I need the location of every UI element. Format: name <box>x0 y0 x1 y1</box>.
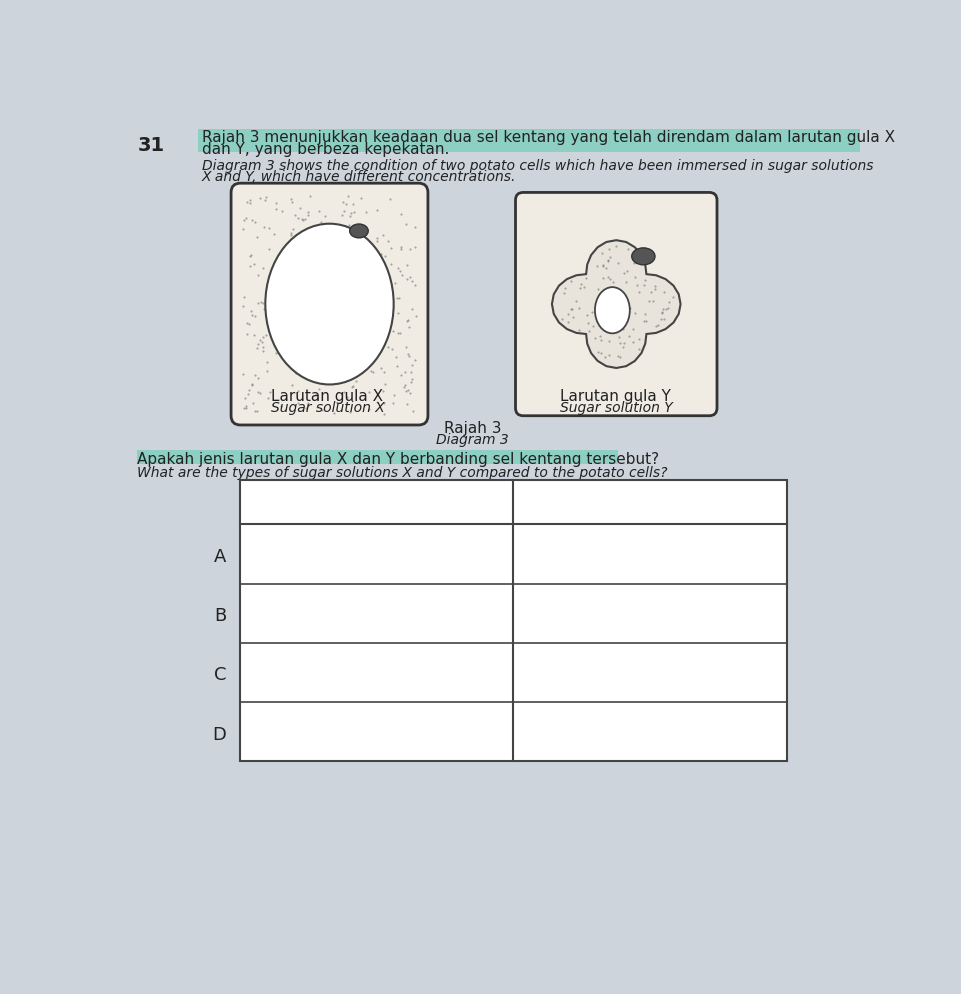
Text: 31: 31 <box>137 136 164 155</box>
Text: C: C <box>213 666 226 684</box>
Bar <box>240 480 786 761</box>
Text: Hypertonic: Hypertonic <box>336 676 416 691</box>
Polygon shape <box>552 241 679 368</box>
Text: Rajah 3 menunjukkan keadaan dua sel kentang yang telah direndam dalam larutan gu: Rajah 3 menunjukkan keadaan dua sel kent… <box>202 130 894 145</box>
Text: Hipertonik: Hipertonik <box>336 723 416 738</box>
Text: Hipotonik: Hipotonik <box>613 723 686 738</box>
Text: Hypotonic: Hypotonic <box>339 557 413 572</box>
Text: Hypotonic: Hypotonic <box>612 735 686 749</box>
Ellipse shape <box>349 224 368 238</box>
Text: Sugar solution X: Sugar solution X <box>271 402 384 415</box>
Text: Larutan gula Y: Larutan gula Y <box>586 490 712 505</box>
FancyBboxPatch shape <box>515 193 716 415</box>
Text: Larutan gula X: Larutan gula X <box>313 490 439 505</box>
Text: Hypertonic: Hypertonic <box>336 735 416 749</box>
Text: B: B <box>214 607 226 625</box>
Text: Hipertonik: Hipertonik <box>336 663 416 678</box>
Text: Apakah jenis larutan gula X dan Y berbanding sel kentang tersebut?: Apakah jenis larutan gula X dan Y berban… <box>137 452 658 467</box>
Bar <box>198 128 859 152</box>
Text: Isotonik: Isotonik <box>619 663 679 678</box>
Text: Hypotonic: Hypotonic <box>612 616 686 631</box>
Text: Sugar solution Y: Sugar solution Y <box>581 503 717 518</box>
Text: Isotonic: Isotonic <box>621 676 678 691</box>
Text: X and Y, which have different concentrations.: X and Y, which have different concentrat… <box>202 170 515 184</box>
Text: Diagram 3 shows the condition of two potato cells which have been immersed in su: Diagram 3 shows the condition of two pot… <box>202 159 873 173</box>
Text: Hipotonik: Hipotonik <box>340 545 413 560</box>
Bar <box>137 450 617 464</box>
Text: Larutan gula Y: Larutan gula Y <box>560 389 671 404</box>
Text: D: D <box>212 726 226 744</box>
Text: Hipertonik: Hipertonik <box>609 545 689 560</box>
FancyBboxPatch shape <box>231 183 428 425</box>
Ellipse shape <box>265 224 393 385</box>
Text: Isotonic: Isotonic <box>348 616 405 631</box>
Text: Larutan gula X: Larutan gula X <box>271 389 383 404</box>
Text: Hypertonic: Hypertonic <box>609 557 689 572</box>
Text: Hipotonik: Hipotonik <box>613 604 686 619</box>
Text: Sugar solution X: Sugar solution X <box>308 503 445 518</box>
Ellipse shape <box>594 287 629 333</box>
Text: dan Y, yang berbeza kepekatan.: dan Y, yang berbeza kepekatan. <box>202 142 449 157</box>
Ellipse shape <box>631 248 654 264</box>
Text: Rajah 3: Rajah 3 <box>444 421 501 436</box>
Text: A: A <box>214 548 226 566</box>
Text: Diagram 3: Diagram 3 <box>436 433 508 447</box>
Text: Isotonik: Isotonik <box>346 604 407 619</box>
Text: What are the types of sugar solutions X and Y compared to the potato cells?: What are the types of sugar solutions X … <box>137 466 667 480</box>
Text: Sugar solution Y: Sugar solution Y <box>560 402 673 415</box>
